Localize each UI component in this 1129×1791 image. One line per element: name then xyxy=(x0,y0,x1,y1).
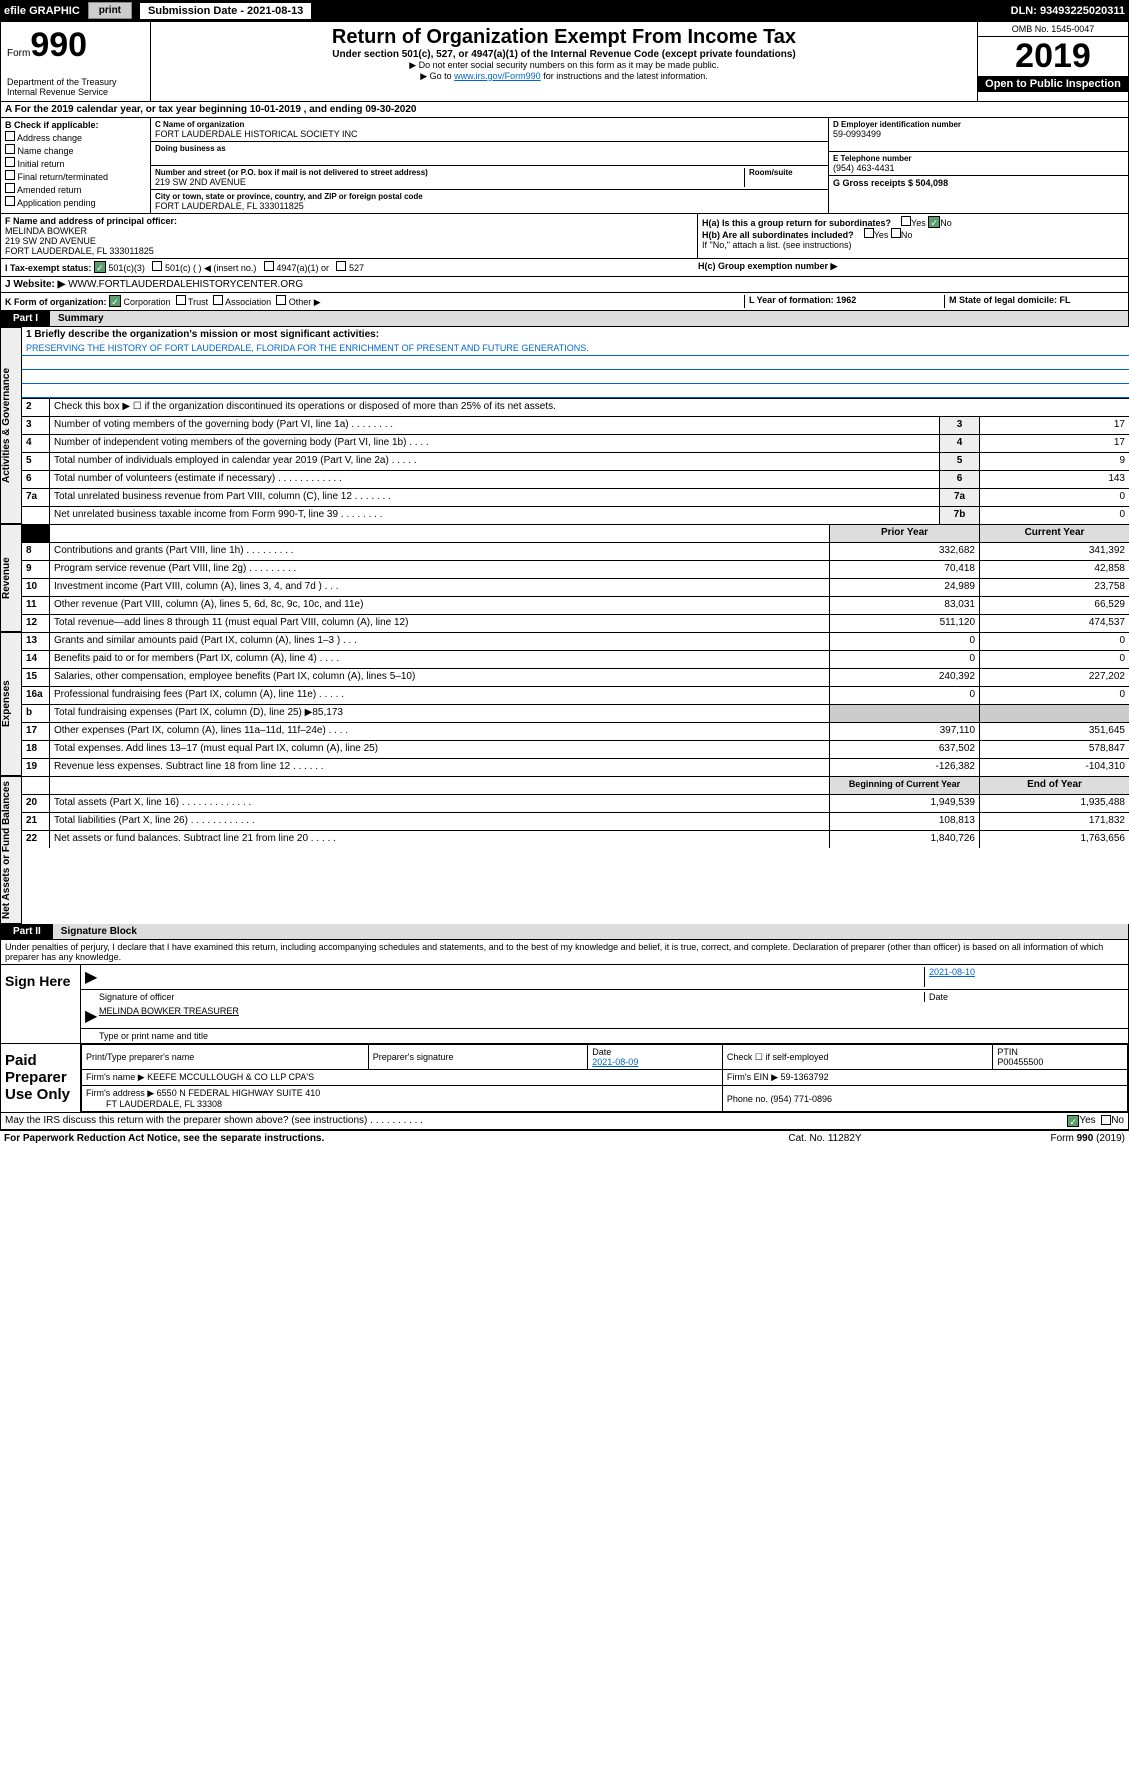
form-subtitle: Under section 501(c), 527, or 4947(a)(1)… xyxy=(155,49,973,60)
form-note2: ▶ Go to www.irs.gov/Form990 for instruct… xyxy=(155,71,973,82)
website: WWW.FORTLAUDERDALEHISTORYCENTER.ORG xyxy=(68,279,303,290)
discuss-no[interactable] xyxy=(1101,1115,1111,1125)
department-label: Department of the Treasury Internal Reve… xyxy=(7,77,144,97)
table-row: 12Total revenue—add lines 8 through 11 (… xyxy=(22,614,1129,632)
discuss-yes[interactable]: ✓ xyxy=(1067,1115,1079,1127)
omb-number: OMB No. 1545-0047 xyxy=(978,22,1128,37)
expenses-section: Expenses 13Grants and similar amounts pa… xyxy=(0,632,1129,776)
dln-label: DLN: 93493225020311 xyxy=(1011,5,1125,17)
cb-final-return[interactable]: Final return/terminated xyxy=(5,170,146,182)
part2-bar: Part IISignature Block xyxy=(0,924,1129,940)
vtab-governance: Activities & Governance xyxy=(0,327,22,524)
title-block: Return of Organization Exempt From Incom… xyxy=(151,22,978,101)
table-row: 9Program service revenue (Part VIII, lin… xyxy=(22,560,1129,578)
cb-initial-return[interactable]: Initial return xyxy=(5,157,146,169)
table-row: 11Other revenue (Part VIII, column (A), … xyxy=(22,596,1129,614)
telephone: (954) 463-4431 xyxy=(833,163,1124,173)
form-title: Return of Organization Exempt From Incom… xyxy=(155,26,973,49)
page-footer: For Paperwork Reduction Act Notice, see … xyxy=(0,1130,1129,1146)
print-button[interactable]: print xyxy=(88,2,132,19)
form-note1: ▶ Do not enter social security numbers o… xyxy=(155,60,973,71)
cb-name-change[interactable]: Name change xyxy=(5,144,146,156)
netassets-section: Net Assets or Fund Balances Beginning of… xyxy=(0,776,1129,924)
row-k: K Form of organization: ✓ Corporation Tr… xyxy=(0,293,1129,311)
row-f-h: F Name and address of principal officer:… xyxy=(0,214,1129,259)
ein: 59-0993499 xyxy=(833,129,1124,139)
discuss-row: May the IRS discuss this return with the… xyxy=(0,1113,1129,1130)
governance-section: Activities & Governance 1 Briefly descri… xyxy=(0,327,1129,524)
row-j: J Website: ▶ WWW.FORTLAUDERDALEHISTORYCE… xyxy=(0,277,1129,293)
table-row: Net unrelated business taxable income fr… xyxy=(22,506,1129,524)
top-toolbar: efile GRAPHIC print Submission Date - 20… xyxy=(0,0,1129,21)
table-row: 7aTotal unrelated business revenue from … xyxy=(22,488,1129,506)
vtab-revenue: Revenue xyxy=(0,524,22,632)
org-city: FORT LAUDERDALE, FL 333011825 xyxy=(155,201,824,211)
org-address: 219 SW 2ND AVENUE xyxy=(155,177,744,187)
vtab-net: Net Assets or Fund Balances xyxy=(0,776,22,924)
form-number-block: Form990 Department of the Treasury Inter… xyxy=(1,22,151,101)
tax-year: 2019 xyxy=(978,37,1128,76)
table-row: 5Total number of individuals employed in… xyxy=(22,452,1129,470)
col-b-checkboxes: B Check if applicable: Address change Na… xyxy=(1,118,151,213)
mission-text: PRESERVING THE HISTORY OF FORT LAUDERDAL… xyxy=(22,342,1129,356)
form-word: Form xyxy=(7,48,30,59)
org-name: FORT LAUDERDALE HISTORICAL SOCIETY INC xyxy=(155,129,824,139)
gross-receipts: G Gross receipts $ 504,098 xyxy=(833,178,948,188)
table-row: 16aProfessional fundraising fees (Part I… xyxy=(22,686,1129,704)
table-row: 8Contributions and grants (Part VIII, li… xyxy=(22,542,1129,560)
table-row: 18Total expenses. Add lines 13–17 (must … xyxy=(22,740,1129,758)
cb-application-pending[interactable]: Application pending xyxy=(5,196,146,208)
col-c-org: C Name of organization FORT LAUDERDALE H… xyxy=(151,118,828,213)
table-row: 4Number of independent voting members of… xyxy=(22,434,1129,452)
cb-address-change[interactable]: Address change xyxy=(5,131,146,143)
open-inspection: Open to Public Inspection xyxy=(978,76,1128,92)
table-row: 6Total number of volunteers (estimate if… xyxy=(22,470,1129,488)
cb-amended[interactable]: Amended return xyxy=(5,183,146,195)
col-right: D Employer identification number 59-0993… xyxy=(828,118,1128,213)
vtab-expenses: Expenses xyxy=(0,632,22,776)
info-grid: B Check if applicable: Address change Na… xyxy=(0,118,1129,214)
table-row: 13Grants and similar amounts paid (Part … xyxy=(22,632,1129,650)
perjury-text: Under penalties of perjury, I declare th… xyxy=(0,940,1129,965)
table-row: 17Other expenses (Part IX, column (A), l… xyxy=(22,722,1129,740)
irs-link[interactable]: www.irs.gov/Form990 xyxy=(454,71,541,81)
table-row: 21Total liabilities (Part X, line 26) . … xyxy=(22,812,1129,830)
officer-name: MELINDA BOWKER xyxy=(5,226,693,236)
part1-bar: Part ISummary xyxy=(0,311,1129,327)
revenue-section: Revenue b Prior Year Current Year 8Contr… xyxy=(0,524,1129,632)
table-row: 3Number of voting members of the governi… xyxy=(22,416,1129,434)
efile-label: efile GRAPHIC xyxy=(4,5,80,17)
table-row: 10Investment income (Part VIII, column (… xyxy=(22,578,1129,596)
table-row: 15Salaries, other compensation, employee… xyxy=(22,668,1129,686)
paid-preparer-block: Paid Preparer Use Only Print/Type prepar… xyxy=(0,1044,1129,1113)
row-i: I Tax-exempt status: ✓ 501(c)(3) 501(c) … xyxy=(0,259,1129,277)
sign-here-block: Sign Here ▶ 2021-08-10 Signature of offi… xyxy=(0,965,1129,1044)
paid-preparer-table: Print/Type preparer's namePreparer's sig… xyxy=(81,1044,1128,1112)
form-header: Form990 Department of the Treasury Inter… xyxy=(0,21,1129,102)
year-block: OMB No. 1545-0047 2019 Open to Public In… xyxy=(978,22,1128,101)
submission-date: Submission Date - 2021-08-13 xyxy=(140,3,311,19)
row-a-period: A For the 2019 calendar year, or tax yea… xyxy=(0,102,1129,118)
table-row: 14Benefits paid to or for members (Part … xyxy=(22,650,1129,668)
table-row: 19Revenue less expenses. Subtract line 1… xyxy=(22,758,1129,776)
cb-501c3[interactable]: ✓ xyxy=(94,261,106,273)
table-row: 20Total assets (Part X, line 16) . . . .… xyxy=(22,794,1129,812)
form-number: 990 xyxy=(30,26,87,64)
table-row: 22Net assets or fund balances. Subtract … xyxy=(22,830,1129,848)
